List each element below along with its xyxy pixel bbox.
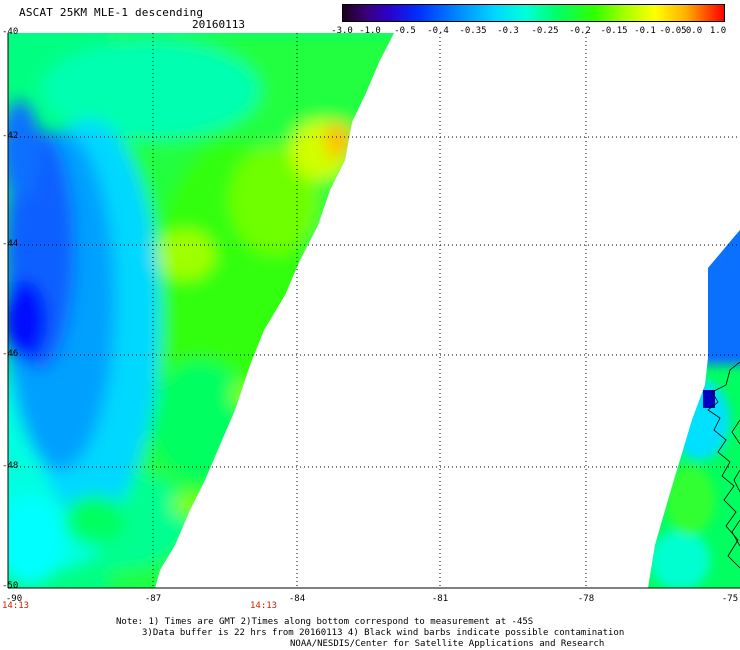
lon-label: -84 bbox=[288, 594, 306, 604]
colorbar-label: -0.35 bbox=[459, 26, 487, 36]
colorbar-label: 1.0 bbox=[709, 26, 727, 36]
colorbar-label: -0.1 bbox=[634, 26, 656, 36]
lon-label: -81 bbox=[431, 594, 449, 604]
lat-label: -46 bbox=[2, 349, 19, 359]
colorbar-label: 0.0 bbox=[685, 26, 703, 36]
colorbar-label: -0.25 bbox=[531, 26, 559, 36]
colorbar-label: -0.15 bbox=[600, 26, 628, 36]
map-title: ASCAT 25KM MLE-1 descending bbox=[19, 6, 204, 19]
lon-label: -87 bbox=[144, 594, 162, 604]
lat-label: -42 bbox=[2, 131, 19, 141]
lat-label: -40 bbox=[2, 27, 19, 37]
colorbar-label: -0.3 bbox=[497, 26, 519, 36]
note-line-1: Note: 1) Times are GMT 2)Times along bot… bbox=[116, 617, 534, 627]
lat-label: -44 bbox=[2, 239, 19, 249]
colorbar-label: -0.5 bbox=[394, 26, 416, 36]
lon-label: -78 bbox=[577, 594, 595, 604]
gridlines bbox=[8, 33, 740, 588]
colorbar-label: -3.0 bbox=[331, 26, 353, 36]
coastline bbox=[707, 361, 740, 569]
lon-label: -90 bbox=[5, 594, 23, 604]
lat-label: -50 bbox=[2, 581, 19, 591]
colorbar-label: -0.2 bbox=[569, 26, 591, 36]
colorbar-label: -0.05 bbox=[659, 26, 687, 36]
lat-label: -48 bbox=[2, 461, 19, 471]
note-line-3: NOAA/NESDIS/Center for Satellite Applica… bbox=[290, 639, 605, 649]
swath-right bbox=[648, 230, 740, 588]
axis-frame bbox=[7, 33, 740, 589]
colorbar-label: -1.0 bbox=[359, 26, 381, 36]
colorbar-label: -0.4 bbox=[427, 26, 449, 36]
swath-left bbox=[8, 33, 394, 588]
time-label-mid: 14:13 bbox=[250, 601, 278, 611]
map-date: 20160113 bbox=[192, 18, 245, 31]
colorbar bbox=[342, 4, 725, 22]
note-line-2: 3)Data buffer is 22 hrs from 20160113 4)… bbox=[142, 628, 625, 638]
time-label-left: 14:13 bbox=[2, 601, 30, 611]
lon-label: -75 bbox=[721, 594, 739, 604]
